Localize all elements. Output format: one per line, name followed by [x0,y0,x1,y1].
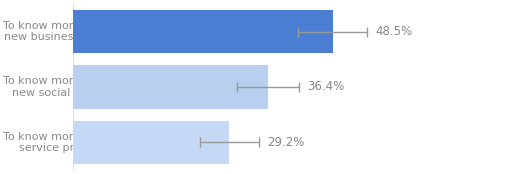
Text: 29.2%: 29.2% [267,136,304,149]
Text: 48.5%: 48.5% [375,25,413,38]
Bar [73,121,229,164]
Bar [73,65,268,109]
Text: 36.4%: 36.4% [307,81,344,93]
Bar [73,10,332,53]
